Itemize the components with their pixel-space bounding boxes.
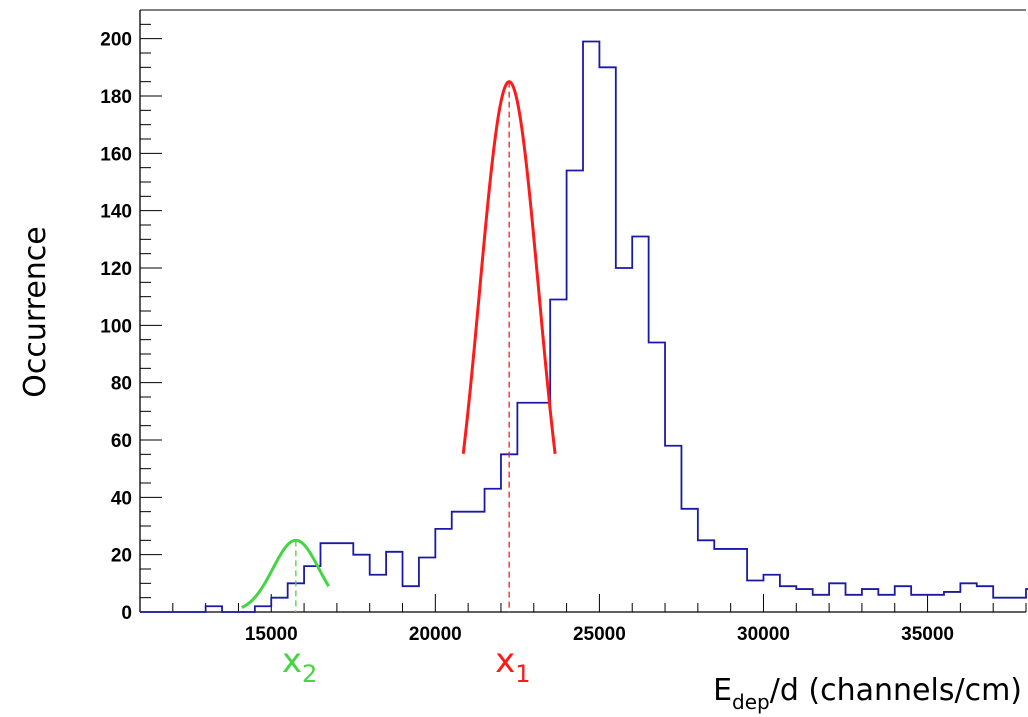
y-tick-label: 0 bbox=[121, 603, 132, 624]
histogram-bin bbox=[452, 512, 468, 612]
y-axis: 0 20 40 60 80 100 120 140 160 180 200 bbox=[100, 9, 162, 624]
histogram-bin bbox=[944, 592, 960, 612]
histogram-bin bbox=[419, 558, 435, 612]
histogram-bin bbox=[288, 583, 304, 612]
histogram-bin bbox=[599, 67, 615, 612]
histogram-bin bbox=[567, 171, 583, 612]
x-tick-label: 20000 bbox=[409, 624, 462, 645]
histogram-series bbox=[140, 40, 1028, 613]
histogram-bin bbox=[878, 595, 894, 612]
y-tick-label: 80 bbox=[111, 374, 132, 395]
histogram-bin bbox=[485, 489, 501, 612]
x-axis-title: Edep/d (channels/cm) bbox=[713, 673, 1022, 714]
histogram-bin bbox=[977, 586, 993, 612]
histogram-bin bbox=[304, 566, 320, 612]
peak-label-1: x1 bbox=[495, 641, 530, 688]
histogram-bin bbox=[403, 586, 419, 612]
histogram-bin bbox=[714, 549, 730, 612]
histogram-bin bbox=[960, 583, 976, 612]
y-tick-label: 40 bbox=[111, 488, 132, 509]
histogram-bin bbox=[747, 580, 763, 612]
histogram-bin bbox=[583, 42, 599, 612]
histogram-bin bbox=[895, 586, 911, 612]
histogram-bin bbox=[517, 403, 533, 612]
histogram-bin bbox=[731, 549, 747, 612]
histogram-bin bbox=[911, 595, 927, 612]
histogram-bin bbox=[435, 529, 451, 612]
y-tick-label: 200 bbox=[100, 30, 132, 51]
x-tick-label: 30000 bbox=[737, 624, 790, 645]
y-tick-label: 160 bbox=[100, 144, 132, 165]
histogram-bin bbox=[681, 509, 697, 612]
x-axis: 15000 20000 25000 30000 35000 bbox=[139, 594, 1027, 645]
histogram-bin bbox=[846, 595, 862, 612]
histogram-bin bbox=[616, 268, 632, 612]
y-tick-label: 60 bbox=[111, 431, 132, 452]
histogram-bin bbox=[271, 598, 287, 612]
histogram-bin bbox=[353, 555, 369, 612]
histogram-bin bbox=[632, 236, 648, 612]
fit-curve-2 bbox=[241, 538, 330, 609]
histogram-bin bbox=[763, 575, 779, 612]
x-tick-label: 35000 bbox=[901, 624, 954, 645]
y-axis-title: Occurrence bbox=[18, 226, 53, 398]
histogram-outline bbox=[140, 40, 1028, 613]
x-axis-title-main: E bbox=[713, 673, 732, 708]
histogram-bin bbox=[698, 540, 714, 612]
histogram-bin bbox=[813, 595, 829, 612]
histogram-bin bbox=[534, 403, 550, 612]
y-tick-label: 100 bbox=[100, 316, 132, 337]
y-tick-label: 180 bbox=[100, 87, 132, 108]
x-axis-title-rest: /d (channels/cm) bbox=[770, 673, 1022, 708]
histogram-bin bbox=[386, 552, 402, 612]
histogram-bin bbox=[649, 343, 665, 612]
histogram-bin bbox=[928, 595, 944, 612]
y-tick-label: 140 bbox=[100, 202, 132, 223]
gaussian-fits: x1 x2 bbox=[241, 80, 557, 688]
y-tick-label: 120 bbox=[100, 259, 132, 280]
x-axis-title-sub: dep bbox=[732, 690, 770, 714]
x-tick-label: 15000 bbox=[245, 624, 298, 645]
histogram-bin bbox=[862, 589, 878, 612]
histogram-bin bbox=[468, 512, 484, 612]
histogram-bin bbox=[550, 300, 566, 612]
histogram-bin bbox=[829, 583, 845, 612]
histogram-bin bbox=[780, 586, 796, 612]
histogram-bin bbox=[1010, 598, 1026, 612]
histogram-bin bbox=[370, 575, 386, 612]
histogram-bin bbox=[796, 589, 812, 612]
peak-label-2: x2 bbox=[282, 641, 317, 688]
histogram-bin bbox=[993, 598, 1009, 612]
y-tick-label: 20 bbox=[111, 546, 132, 567]
histogram-bin bbox=[337, 543, 353, 612]
histogram-bin bbox=[665, 446, 681, 612]
x-tick-label: 25000 bbox=[573, 624, 626, 645]
